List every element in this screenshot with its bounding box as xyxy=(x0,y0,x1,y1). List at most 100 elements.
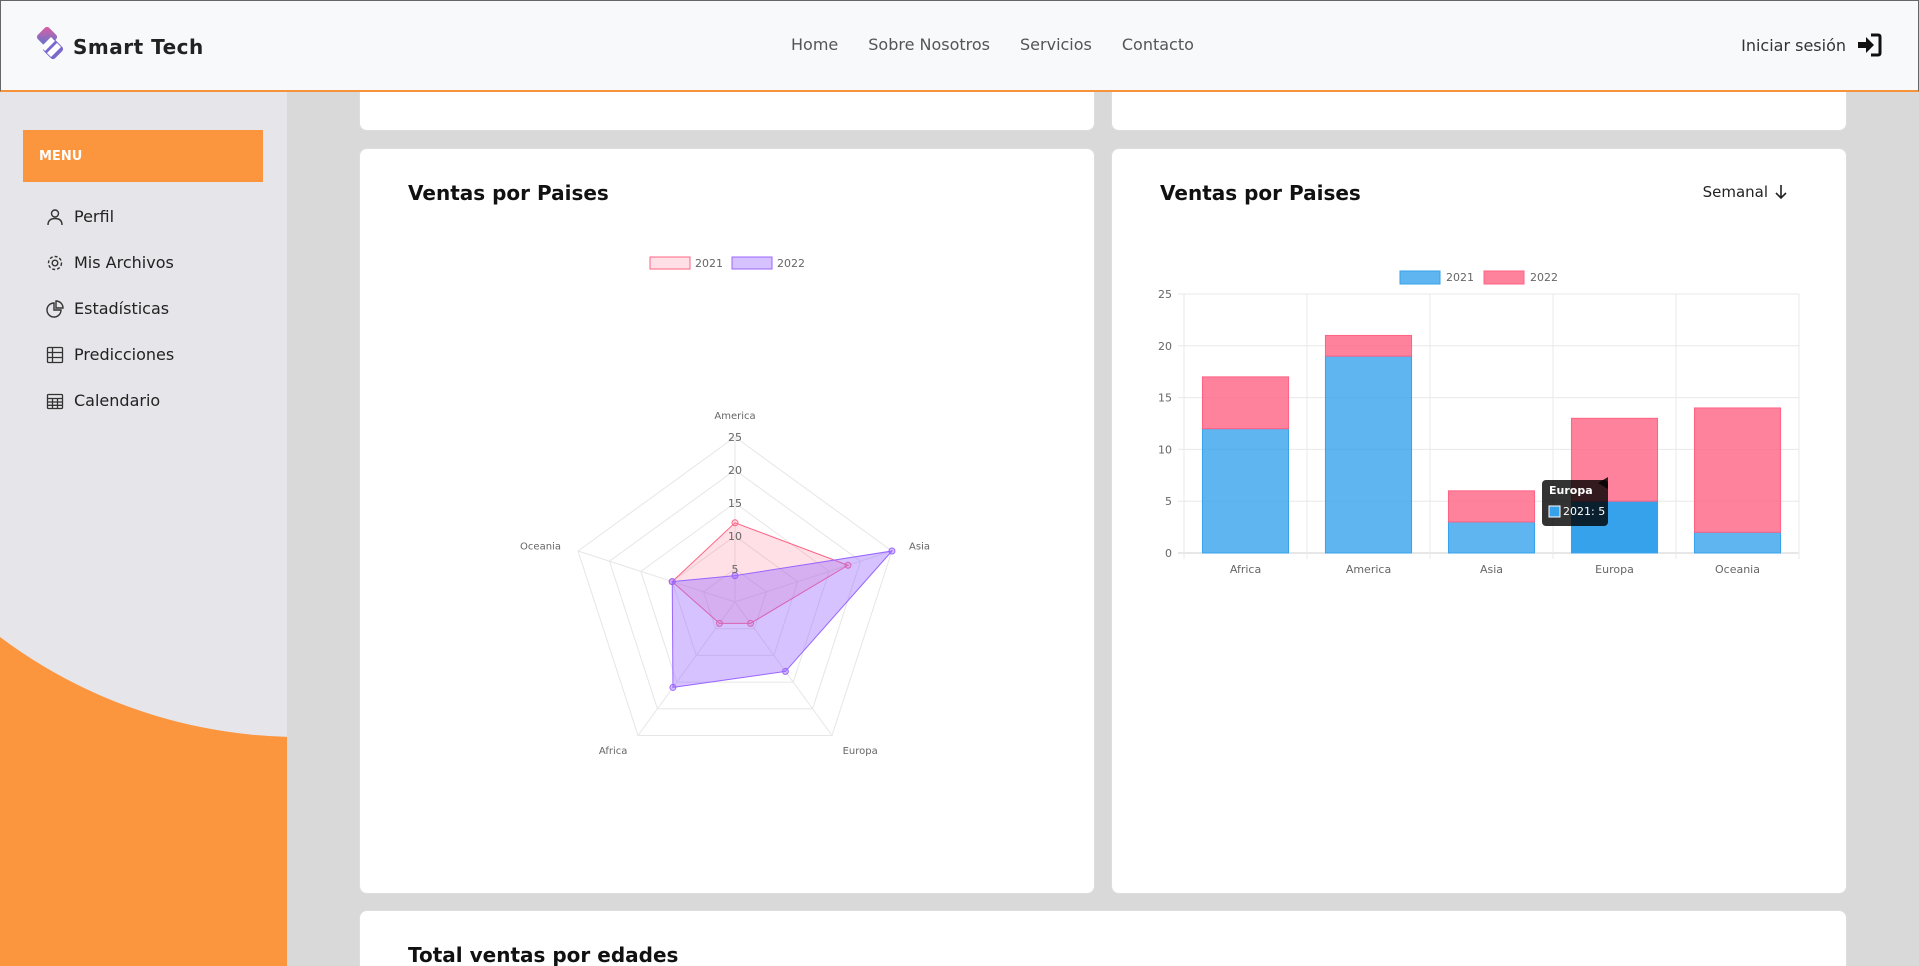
sidebar-item-label: Estadísticas xyxy=(74,299,170,318)
bar-America-2022[interactable] xyxy=(1324,334,1413,357)
tooltip-swatch xyxy=(1548,505,1561,518)
bar-chart-card: Ventas por Paises Semanal 2021 2022 0 5 10… xyxy=(1111,148,1847,894)
bar-x-tick-label: Europa xyxy=(1595,563,1634,576)
user-icon xyxy=(47,208,63,225)
card-title: Total ventas por edades xyxy=(408,943,679,966)
radar-point[interactable] xyxy=(888,547,896,555)
age-sales-card: Total ventas por edades xyxy=(359,910,1847,966)
bar-y-tick-label: 5 xyxy=(1165,495,1172,508)
radar-grid-ring xyxy=(640,502,830,683)
radar-chart-card: Ventas por Paises 2021 2022 5 10 15 20 25 Ame… xyxy=(359,148,1095,894)
bar-Oceania-2021[interactable] xyxy=(1693,531,1782,554)
sidebar-item-label: Mis Archivos xyxy=(74,253,174,272)
radar-point[interactable] xyxy=(668,578,676,586)
bar-Africa-2021[interactable] xyxy=(1201,428,1290,554)
main-nav: Home Sobre Nosotros Servicios Contacto xyxy=(791,35,1194,54)
sidebar-item-label: Calendario xyxy=(74,391,161,410)
radar-point[interactable] xyxy=(747,619,755,627)
table-icon xyxy=(46,346,64,363)
period-dropdown[interactable]: Semanal xyxy=(1703,183,1788,201)
bar-x-tick-label: Africa xyxy=(1230,563,1261,576)
radar-tick-label: 25 xyxy=(728,431,742,444)
radar-spoke xyxy=(734,550,893,603)
brand-logo[interactable]: Smart Tech xyxy=(31,27,204,67)
period-label: Semanal xyxy=(1702,183,1768,201)
radar-category-label: Africa xyxy=(599,746,628,757)
radar-series-2021 xyxy=(671,522,850,624)
legend-swatch-2022 xyxy=(731,256,773,270)
bar-Asia-2022[interactable] xyxy=(1447,490,1536,523)
gear-icon xyxy=(47,255,63,270)
legend-label-2021: 2021 xyxy=(695,257,723,270)
smart-tech-logo-icon xyxy=(36,27,64,60)
arrow-down-icon xyxy=(1775,185,1787,200)
radar-point[interactable] xyxy=(781,667,789,675)
bar-x-tick-label: Oceania xyxy=(1715,563,1760,576)
radar-category-label: Oceania xyxy=(520,541,561,552)
legend-swatch-2021 xyxy=(649,256,691,270)
bar-y-tick-label: 0 xyxy=(1165,547,1172,560)
tooltip-title: Europa xyxy=(1549,484,1593,497)
bar-America-2021[interactable] xyxy=(1324,355,1413,554)
bar-Africa-2022[interactable] xyxy=(1201,376,1290,430)
login-button[interactable]: Iniciar sesión xyxy=(1741,33,1882,57)
tooltip-text: 2021: 5 xyxy=(1563,505,1605,518)
legend-label-2022: 2022 xyxy=(777,257,805,270)
bar-x-tick-label: America xyxy=(1346,563,1391,576)
radar-tick-label: 5 xyxy=(732,563,739,576)
menu-header: MENU xyxy=(23,130,263,182)
sidebar-background-shape xyxy=(0,92,287,737)
sidebar-item-calendario[interactable]: Calendario xyxy=(46,391,160,410)
radar-series-2022 xyxy=(671,550,894,689)
pie-chart-icon xyxy=(46,299,64,318)
sidebar: MENU Perfil Mis Archivos Estadísticas Pr… xyxy=(0,92,287,966)
bar-y-tick-label: 15 xyxy=(1158,392,1172,405)
nav-home[interactable]: Home xyxy=(791,35,839,54)
stacked-bar-chart: 2021 2022 0 5 10 15 20 25 Africa America Asia Eu… xyxy=(1158,270,1800,576)
legend-swatch-2021 xyxy=(1399,270,1441,285)
legend-label-2021: 2021 xyxy=(1446,271,1474,284)
radar-tick-label: 10 xyxy=(728,530,742,543)
radar-category-label: Asia xyxy=(909,541,930,552)
nav-sobre-nosotros[interactable]: Sobre Nosotros xyxy=(868,35,991,54)
sign-in-icon xyxy=(1858,33,1882,57)
sidebar-item-label: Perfil xyxy=(74,207,115,226)
bar-Oceania-2022[interactable] xyxy=(1693,407,1782,533)
bar-y-tick-label: 25 xyxy=(1158,288,1172,301)
radar-point[interactable] xyxy=(731,572,739,580)
bar-y-tick-label: 20 xyxy=(1158,340,1172,353)
card-title: Ventas por Paises xyxy=(1160,181,1361,205)
calendar-icon xyxy=(46,393,64,409)
radar-grid-ring xyxy=(577,436,893,736)
radar-point[interactable] xyxy=(844,561,852,569)
legend-label-2022: 2022 xyxy=(1530,271,1558,284)
sidebar-item-estadisticas[interactable]: Estadísticas xyxy=(46,299,169,318)
sidebar-item-predicciones[interactable]: Predicciones xyxy=(46,345,174,364)
radar-category-label: Europa xyxy=(843,746,878,757)
bar-x-tick-label: Asia xyxy=(1480,563,1503,576)
radar-grid-ring xyxy=(608,469,862,710)
radar-spoke xyxy=(577,550,736,603)
radar-point[interactable] xyxy=(669,683,677,691)
radar-spoke xyxy=(637,601,736,736)
brand-name: Smart Tech xyxy=(73,35,204,59)
nav-contacto[interactable]: Contacto xyxy=(1121,35,1194,54)
nav-servicios[interactable]: Servicios xyxy=(1020,35,1092,54)
sidebar-item-mis-archivos[interactable]: Mis Archivos xyxy=(46,253,174,272)
radar-grid-ring xyxy=(671,535,799,656)
radar-category-label: America xyxy=(714,411,755,422)
radar-point[interactable] xyxy=(715,619,723,627)
chart-tooltip: Europa 2021: 5 xyxy=(1542,477,1608,526)
login-label: Iniciar sesión xyxy=(1741,35,1846,55)
legend-swatch-2022 xyxy=(1483,270,1525,285)
radar-tick-label: 20 xyxy=(728,464,742,477)
radar-chart: 2021 2022 5 10 15 20 25 America Asia Europa Afri… xyxy=(520,256,930,757)
top-navbar: Smart Tech Home Sobre Nosotros Servicios… xyxy=(0,0,1919,92)
radar-tick-label: 15 xyxy=(728,497,742,510)
sidebar-item-perfil[interactable]: Perfil xyxy=(46,207,114,226)
card-title: Ventas por Paises xyxy=(408,181,609,205)
radar-point[interactable] xyxy=(731,519,739,527)
sidebar-item-label: Predicciones xyxy=(74,345,175,364)
radar-grid-ring xyxy=(703,568,767,630)
bar-Asia-2021[interactable] xyxy=(1447,521,1536,554)
